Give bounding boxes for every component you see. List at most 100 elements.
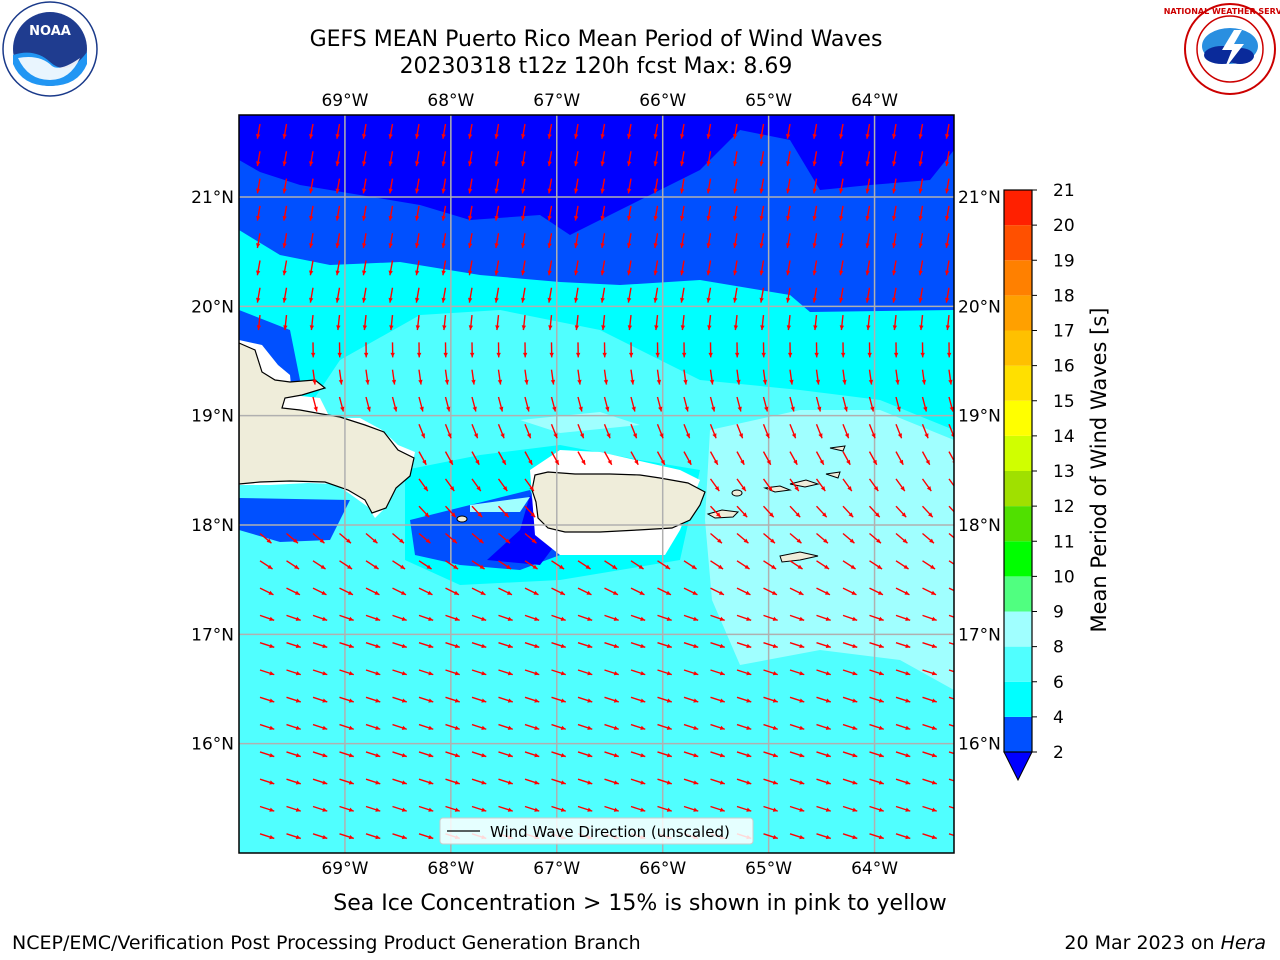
wave-direction-arrowhead — [865, 215, 870, 221]
wave-direction-arrowhead — [693, 616, 699, 621]
title-line-1: GEFS MEAN Puerto Rico Mean Period of Win… — [309, 27, 883, 52]
wave-direction-arrowhead — [322, 834, 328, 840]
wave-direction-arrowhead — [428, 780, 434, 785]
wave-direction-arrowhead — [388, 215, 393, 221]
wave-direction-arrow — [948, 669, 954, 673]
wave-direction-arrowhead — [602, 352, 607, 358]
wave-direction-arrowhead — [309, 133, 314, 139]
wave-direction-arrowhead — [587, 725, 593, 730]
wave-direction-arrowhead — [892, 270, 897, 276]
wave-direction-arrowhead — [348, 698, 354, 703]
wave-direction-arrowhead — [453, 564, 459, 570]
wave-direction-arrowhead — [892, 188, 897, 194]
wave-direction-arrowhead — [759, 297, 764, 303]
wave-direction-arrowhead — [878, 616, 884, 621]
wave-direction-arrowhead — [681, 352, 687, 358]
wave-direction-arrowhead — [521, 243, 526, 248]
colorbar-swatch — [1004, 400, 1032, 436]
wave-direction-arrowhead — [313, 406, 318, 412]
wave-direction-arrowhead — [746, 643, 752, 649]
wave-direction-arrowhead — [693, 643, 699, 649]
wave-direction-arrowhead — [848, 512, 854, 518]
wave-direction-arrowhead — [415, 325, 421, 331]
wave-direction-arrowhead — [852, 807, 858, 812]
colorbar-tick-label: 2 — [1053, 743, 1064, 763]
wave-direction-arrowhead — [733, 270, 738, 276]
wave-direction-arrowhead — [708, 352, 713, 358]
colorbar-swatch — [1004, 541, 1032, 577]
land-puerto-rico — [531, 471, 706, 533]
wave-direction-arrowhead — [918, 188, 923, 194]
wave-direction-arrowhead — [587, 780, 593, 785]
wave-direction-arrowhead — [574, 270, 579, 276]
wave-direction-arrowhead — [389, 325, 394, 331]
wave-direction-arrowhead — [507, 753, 513, 758]
wave-direction-arrowhead — [627, 161, 632, 167]
wave-direction-arrowhead — [322, 725, 328, 730]
wave-direction-arrowhead — [817, 406, 822, 412]
wave-direction-arrowhead — [825, 753, 831, 758]
wave-direction-arrowhead — [711, 406, 716, 412]
wave-direction-arrowhead — [904, 590, 910, 595]
wave-direction-arrowhead — [346, 538, 351, 544]
wave-direction-arrowhead — [738, 433, 743, 439]
wave-direction-arrowhead — [746, 616, 752, 621]
wave-direction-arrowhead — [600, 161, 605, 167]
wave-direction-arrowhead — [819, 459, 824, 465]
wave-direction-arrowhead — [613, 643, 619, 649]
wave-direction-arrowhead — [892, 325, 898, 331]
wave-direction-arrowhead — [958, 780, 963, 784]
wave-direction-arrowhead — [680, 270, 685, 276]
wave-direction-arrowhead — [393, 406, 398, 412]
wave-direction-arrowhead — [865, 243, 870, 248]
wave-direction-arrowhead — [282, 297, 287, 303]
wave-direction-arrowhead — [372, 538, 378, 544]
wave-direction-arrowhead — [362, 161, 367, 167]
wave-direction-arrowhead — [737, 406, 742, 412]
wave-direction-arrowhead — [822, 512, 827, 518]
wave-direction-arrowhead — [658, 406, 663, 412]
wave-direction-arrowhead — [680, 215, 685, 221]
wave-direction-arrowhead — [839, 133, 844, 139]
wave-direction-arrowhead — [867, 352, 872, 358]
wave-direction-arrowhead — [653, 243, 658, 248]
wave-direction-arrowhead — [282, 243, 287, 248]
wave-direction-arrowhead — [613, 616, 619, 621]
wave-direction-arrowhead — [507, 643, 513, 649]
wave-direction-arrowhead — [468, 243, 473, 248]
wave-direction-arrowhead — [786, 215, 791, 221]
wave-direction-arrowhead — [338, 379, 344, 385]
wave-direction-arrowhead — [428, 834, 434, 840]
wave-direction-arrowhead — [865, 188, 870, 194]
wave-direction-arrowhead — [958, 835, 963, 839]
wave-direction-arrowhead — [930, 564, 936, 570]
wave-direction-arrowhead — [534, 698, 540, 703]
wave-direction-arrowhead — [322, 753, 328, 758]
wave-direction-arrow — [948, 751, 954, 755]
wave-direction-arrowhead — [375, 780, 381, 785]
wave-direction-arrowhead — [892, 243, 897, 248]
colorbar-swatch — [1004, 716, 1032, 752]
wave-direction-arrow — [948, 505, 954, 513]
wave-direction-arrowhead — [849, 538, 855, 544]
wave-direction-arrowhead — [771, 564, 777, 570]
wave-direction-arrowhead — [502, 486, 508, 492]
wave-direction-arrowhead — [428, 807, 434, 812]
wave-direction-arrowhead — [479, 564, 485, 570]
wave-direction-arrowhead — [709, 379, 715, 385]
wave-direction-arrowhead — [878, 807, 884, 812]
wave-direction-arrowhead — [865, 133, 870, 139]
nws-ring-text: NATIONAL WEATHER SERVICE — [1164, 7, 1280, 16]
wave-direction-arrowhead — [600, 243, 605, 248]
wave-direction-arrowhead — [613, 753, 619, 758]
wave-direction-arrowhead — [767, 486, 773, 492]
wave-direction-arrowhead — [559, 564, 565, 570]
wave-direction-arrowhead — [812, 188, 817, 194]
wave-direction-arrowhead — [666, 616, 672, 621]
wave-direction-arrowhead — [654, 325, 659, 331]
wave-direction-arrowhead — [706, 297, 711, 303]
wave-direction-arrowhead — [499, 406, 504, 412]
wave-direction-arrowhead — [506, 590, 512, 595]
wave-direction-arrowhead — [746, 753, 752, 758]
wave-direction-arrowhead — [521, 188, 526, 194]
